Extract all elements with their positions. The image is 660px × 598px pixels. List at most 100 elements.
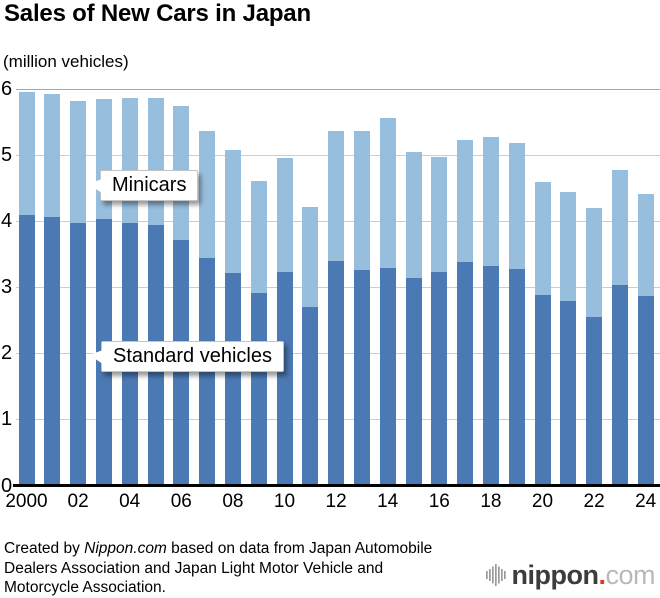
standard-segment-2001: [44, 216, 61, 486]
soundwave-icon: [485, 564, 506, 586]
x-tick-label-22: 22: [583, 491, 605, 512]
minicars-segment-2017: [457, 139, 474, 262]
bar-2018: [482, 137, 499, 486]
bar-2019: [508, 142, 525, 486]
bar-2022: [586, 208, 603, 486]
y-tick-label-1: 1: [1, 408, 13, 431]
logo-wordmark: nippon.com: [512, 560, 656, 590]
bar-2015: [405, 151, 422, 486]
standard-vehicles-callout: Standard vehicles: [89, 341, 284, 372]
bar-2008: [224, 149, 241, 486]
minicars-segment-2005: [147, 97, 164, 226]
bar-2013: [353, 130, 370, 486]
nippon-com-logo: nippon.com: [485, 560, 656, 590]
standard-segment-2019: [508, 268, 525, 486]
minicars-segment-2003: [95, 98, 112, 220]
minicars-segment-2002: [70, 100, 87, 223]
bar-2007: [199, 131, 216, 486]
standard-segment-2015: [405, 277, 422, 486]
footer-text: Motorcycle Association.: [4, 579, 166, 596]
minicars-segment-2023: [611, 169, 628, 285]
bar-2002: [70, 100, 87, 486]
standard-segment-2009: [250, 292, 267, 486]
minicars-segment-2016: [431, 157, 448, 272]
standard-segment-2012: [328, 261, 345, 486]
minicars-callout-label: Minicars: [112, 174, 187, 196]
bar-2010: [276, 157, 293, 486]
standard-segment-2017: [457, 261, 474, 486]
minicars-segment-2008: [224, 149, 241, 273]
minicars-segment-2015: [405, 151, 422, 278]
x-tick-label-2000: 2000: [5, 491, 48, 512]
y-tick-label-3: 3: [1, 276, 13, 298]
minicars-segment-2007: [199, 131, 216, 259]
x-tick-label-18: 18: [480, 491, 502, 512]
y-tick-label-4: 4: [1, 209, 13, 232]
minicars-segment-2014: [379, 118, 396, 269]
x-tick-label-20: 20: [531, 491, 554, 512]
standard-segment-2020: [534, 295, 551, 486]
bar-2023: [611, 169, 628, 486]
y-tick-label-5: 5: [1, 143, 13, 166]
bar-2006: [173, 105, 190, 486]
x-tick-label-02: 02: [67, 491, 89, 512]
x-tick-label-08: 08: [222, 491, 244, 512]
minicars-segment-2000: [18, 91, 35, 215]
y-axis-unit-label: (million vehicles): [3, 52, 129, 71]
bar-chart-plot-area: Minicars Standard vehicles 0 1 2 3 4 5 6 2000 02…: [1, 77, 660, 512]
minicars-segment-2024: [637, 193, 654, 297]
minicars-segment-2019: [508, 142, 525, 269]
standard-segment-2018: [482, 265, 499, 486]
x-tick-label-04: 04: [119, 491, 141, 512]
bar-2020: [534, 181, 551, 486]
bar-2024: [637, 193, 654, 486]
standard-segment-2010: [276, 272, 293, 486]
x-tick-label-24: 24: [635, 491, 657, 512]
standard-segment-2007: [199, 258, 216, 486]
source-attribution: Created by Nippon.com based on data from…: [4, 539, 474, 598]
y-tick-label-6: 6: [1, 77, 13, 100]
bar-2017: [457, 139, 474, 486]
x-tick-label-16: 16: [428, 491, 450, 512]
standard-segment-2002: [70, 222, 87, 486]
bar-2001: [44, 93, 61, 486]
footer-text: based on data from Japan Automobile: [166, 540, 433, 557]
x-tick-label-14: 14: [377, 491, 399, 512]
minicars-segment-2013: [353, 130, 370, 271]
minicars-segment-2001: [44, 93, 61, 217]
y-tick-label-0: 0: [1, 474, 13, 497]
standard-segment-2023: [611, 284, 628, 486]
standard-segment-2013: [353, 270, 370, 486]
logo-red-dot: .: [598, 560, 606, 590]
minicars-segment-2004: [121, 97, 138, 224]
footer-sitename-italic: Nippon.com: [84, 540, 167, 557]
bar-2016: [431, 157, 448, 486]
footer-text: Created by: [4, 540, 85, 557]
x-tick-label-06: 06: [170, 491, 192, 512]
standard-segment-2016: [431, 271, 448, 486]
minicars-segment-2011: [302, 207, 319, 308]
minicars-segment-2018: [482, 137, 499, 266]
minicars-segment-2010: [276, 157, 293, 273]
standard-segment-2011: [302, 307, 319, 486]
standard-segment-2014: [379, 268, 396, 486]
callout-tail-left-icon: [89, 350, 103, 364]
bar-2014: [379, 118, 396, 486]
x-tick-label-10: 10: [273, 491, 296, 512]
bar-2009: [250, 180, 267, 486]
logo-text-com: com: [605, 560, 655, 590]
minicars-segment-2021: [560, 191, 577, 301]
standard-segment-2024: [637, 296, 654, 486]
bar-2003: [95, 98, 112, 486]
bar-2012: [328, 130, 345, 486]
standard-segment-2021: [560, 300, 577, 486]
minicars-callout: Minicars: [88, 170, 199, 201]
minicars-segment-2022: [586, 208, 603, 317]
minicars-segment-2012: [328, 130, 345, 262]
footer-text: Dealers Association and Japan Light Moto…: [4, 559, 384, 577]
minicars-segment-2009: [250, 180, 267, 293]
gridline-y6: [16, 88, 660, 90]
bar-2021: [560, 191, 577, 486]
bar-2004: [121, 97, 138, 486]
